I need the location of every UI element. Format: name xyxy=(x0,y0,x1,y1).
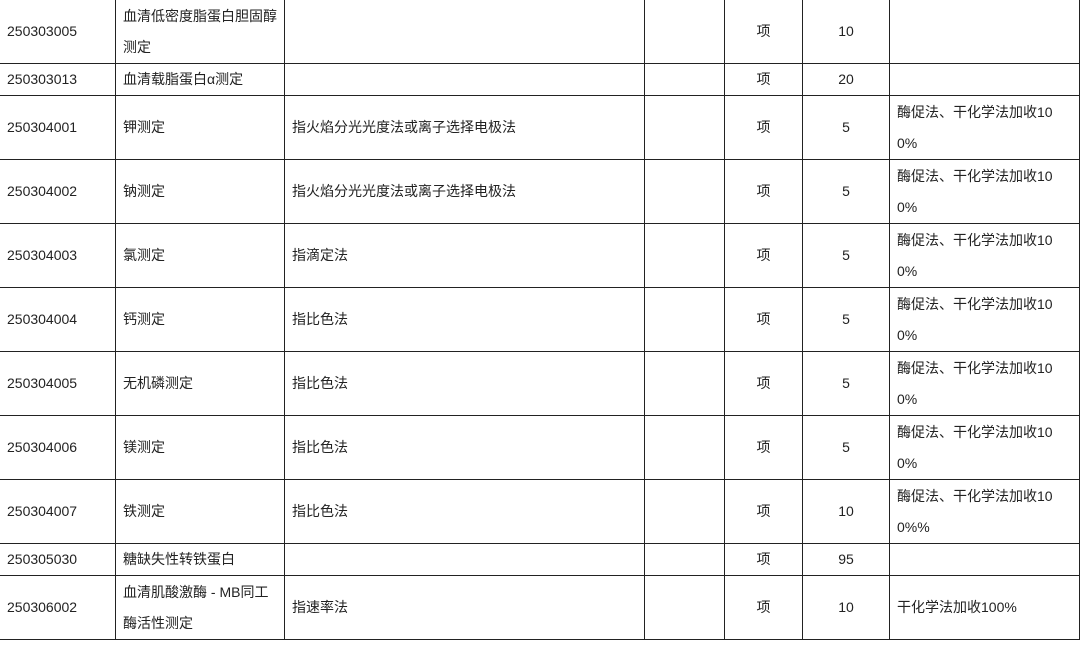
table-row: 250304001 钾测定 指火焰分光光度法或离子选择电极法 项 5 酶促法、干… xyxy=(0,95,1080,160)
item-price: 5 xyxy=(802,159,890,224)
item-code: 250306002 xyxy=(0,575,116,640)
item-unit: 项 xyxy=(724,415,803,480)
item-note: 酶促法、干化学法加收100% xyxy=(889,159,1080,224)
item-price: 5 xyxy=(802,415,890,480)
item-code: 250304007 xyxy=(0,479,116,544)
item-unit: 项 xyxy=(724,63,803,96)
item-name: 无机磷测定 xyxy=(115,351,285,416)
item-code: 250304003 xyxy=(0,223,116,288)
item-price: 5 xyxy=(802,95,890,160)
item-unit: 项 xyxy=(724,575,803,640)
item-unit: 项 xyxy=(724,159,803,224)
item-code: 250305030 xyxy=(0,543,116,576)
table-row: 250304005 无机磷测定 指比色法 项 5 酶促法、干化学法加收100% xyxy=(0,351,1080,416)
item-description: 指火焰分光光度法或离子选择电极法 xyxy=(284,95,645,160)
item-note: 酶促法、干化学法加收100% xyxy=(889,351,1080,416)
item-description: 指速率法 xyxy=(284,575,645,640)
item-note: 酶促法、干化学法加收100%% xyxy=(889,479,1080,544)
item-blank xyxy=(644,575,725,640)
item-name: 氯测定 xyxy=(115,223,285,288)
item-name: 铁测定 xyxy=(115,479,285,544)
item-blank xyxy=(644,0,725,64)
item-unit: 项 xyxy=(724,223,803,288)
item-description: 指滴定法 xyxy=(284,223,645,288)
item-price: 5 xyxy=(802,351,890,416)
item-code: 250304004 xyxy=(0,287,116,352)
item-name: 血清肌酸激酶 - MB同工酶活性测定 xyxy=(115,575,285,640)
item-name: 血清低密度脂蛋白胆固醇测定 xyxy=(115,0,285,64)
item-price: 5 xyxy=(802,287,890,352)
table-row: 250305030 糖缺失性转铁蛋白 项 95 xyxy=(0,543,1080,576)
item-note: 酶促法、干化学法加收100% xyxy=(889,287,1080,352)
table-row: 250304007 铁测定 指比色法 项 10 酶促法、干化学法加收100%% xyxy=(0,479,1080,544)
table-row: 250304006 镁测定 指比色法 项 5 酶促法、干化学法加收100% xyxy=(0,415,1080,480)
table-row: 250303013 血清载脂蛋白α测定 项 20 xyxy=(0,63,1080,96)
item-name: 糖缺失性转铁蛋白 xyxy=(115,543,285,576)
item-blank xyxy=(644,287,725,352)
item-blank xyxy=(644,95,725,160)
item-blank xyxy=(644,543,725,576)
item-price: 10 xyxy=(802,575,890,640)
item-blank xyxy=(644,159,725,224)
item-note: 酶促法、干化学法加收100% xyxy=(889,415,1080,480)
item-name: 钙测定 xyxy=(115,287,285,352)
item-code: 250304002 xyxy=(0,159,116,224)
item-name: 血清载脂蛋白α测定 xyxy=(115,63,285,96)
item-price: 95 xyxy=(802,543,890,576)
item-note: 酶促法、干化学法加收100% xyxy=(889,223,1080,288)
item-description xyxy=(284,63,645,96)
item-code: 250304005 xyxy=(0,351,116,416)
item-unit: 项 xyxy=(724,543,803,576)
item-price: 5 xyxy=(802,223,890,288)
item-note xyxy=(889,543,1080,576)
item-name: 钾测定 xyxy=(115,95,285,160)
item-price: 10 xyxy=(802,0,890,64)
item-unit: 项 xyxy=(724,95,803,160)
item-unit: 项 xyxy=(724,479,803,544)
table-row: 250303005 血清低密度脂蛋白胆固醇测定 项 10 xyxy=(0,0,1080,64)
item-name: 镁测定 xyxy=(115,415,285,480)
item-blank xyxy=(644,223,725,288)
table-row: 250304003 氯测定 指滴定法 项 5 酶促法、干化学法加收100% xyxy=(0,223,1080,288)
item-description: 指比色法 xyxy=(284,415,645,480)
item-note: 酶促法、干化学法加收100% xyxy=(889,95,1080,160)
item-name: 钠测定 xyxy=(115,159,285,224)
table-row: 250304004 钙测定 指比色法 项 5 酶促法、干化学法加收100% xyxy=(0,287,1080,352)
item-blank xyxy=(644,63,725,96)
item-price: 20 xyxy=(802,63,890,96)
table-row: 250304002 钠测定 指火焰分光光度法或离子选择电极法 项 5 酶促法、干… xyxy=(0,159,1080,224)
item-code: 250303005 xyxy=(0,0,116,64)
item-price: 10 xyxy=(802,479,890,544)
item-blank xyxy=(644,351,725,416)
item-blank xyxy=(644,415,725,480)
item-description: 指比色法 xyxy=(284,351,645,416)
item-blank xyxy=(644,479,725,544)
table-row: 250306002 血清肌酸激酶 - MB同工酶活性测定 指速率法 项 10 干… xyxy=(0,575,1080,640)
item-unit: 项 xyxy=(724,0,803,64)
item-code: 250303013 xyxy=(0,63,116,96)
item-description: 指比色法 xyxy=(284,479,645,544)
item-unit: 项 xyxy=(724,351,803,416)
item-description xyxy=(284,543,645,576)
item-description: 指比色法 xyxy=(284,287,645,352)
item-unit: 项 xyxy=(724,287,803,352)
item-code: 250304006 xyxy=(0,415,116,480)
item-note xyxy=(889,63,1080,96)
item-description xyxy=(284,0,645,64)
item-note xyxy=(889,0,1080,64)
item-code: 250304001 xyxy=(0,95,116,160)
item-description: 指火焰分光光度法或离子选择电极法 xyxy=(284,159,645,224)
item-note: 干化学法加收100% xyxy=(889,575,1080,640)
